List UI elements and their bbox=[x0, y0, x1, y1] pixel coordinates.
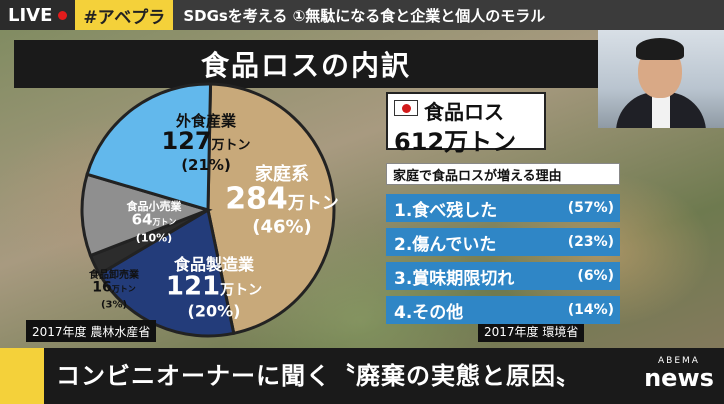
live-dot-icon bbox=[58, 10, 68, 20]
source-left: 2017年度 農林水産省 bbox=[26, 320, 157, 342]
pie-slice-0 bbox=[206, 82, 336, 336]
presenter-camera-inset bbox=[598, 30, 724, 128]
reason-item: 1.食べ残した (57%) bbox=[386, 194, 620, 222]
slice-percent: (21%) bbox=[181, 156, 231, 174]
live-indicator: LIVE bbox=[0, 0, 76, 30]
slice-percent: (3%) bbox=[101, 299, 127, 310]
logo-bottom: news bbox=[644, 364, 714, 392]
source-right: 2017年度 環境省 bbox=[478, 320, 585, 342]
presenter-shirt bbox=[652, 94, 670, 128]
slice-name: 食品卸売業 bbox=[88, 268, 140, 281]
slice-value: 16万トン bbox=[92, 279, 135, 295]
reason-item: 3.賞味期限切れ (6%) bbox=[386, 262, 620, 290]
reason-percent: (14%) bbox=[567, 302, 614, 318]
pie-slice-3 bbox=[80, 172, 213, 258]
reason-item: 4.その他 (14%) bbox=[386, 296, 620, 324]
pie-slice-1 bbox=[97, 207, 236, 338]
chart-title-bar: 食品ロスの内訳 bbox=[14, 40, 598, 88]
reason-label: 1.食べ残した bbox=[394, 200, 498, 221]
live-label: LIVE bbox=[8, 4, 53, 26]
reason-label: 4.その他 bbox=[394, 302, 464, 323]
reason-percent: (23%) bbox=[567, 234, 614, 250]
hashtag: #アベプラ bbox=[75, 0, 174, 30]
japan-flag-icon bbox=[394, 100, 418, 116]
bottom-caption-bar bbox=[0, 348, 724, 404]
headline: SDGsを考える ①無駄になる食と企業と個人のモラル bbox=[173, 0, 724, 30]
abema-news-logo: ABEMA news bbox=[640, 356, 718, 398]
slice-value: 121万トン bbox=[166, 272, 262, 302]
reasons-header: 家庭で食品ロスが増える理由 bbox=[386, 163, 620, 185]
presenter-hair bbox=[636, 38, 684, 60]
reason-percent: (6%) bbox=[577, 268, 614, 284]
total-label: 食品ロス bbox=[424, 100, 504, 124]
reason-label: 3.賞味期限切れ bbox=[394, 268, 515, 289]
slice-percent: (10%) bbox=[136, 231, 172, 244]
total-value: 612万トン bbox=[394, 128, 517, 156]
slice-value: 64万トン bbox=[132, 210, 177, 228]
total-loss-box: 食品ロス 612万トン bbox=[386, 92, 546, 156]
reason-percent: (57%) bbox=[567, 200, 614, 216]
slice-name: 食品小売業 bbox=[127, 199, 183, 213]
slice-percent: (46%) bbox=[252, 217, 312, 238]
slice-value: 284万トン bbox=[225, 182, 339, 217]
logo-top: ABEMA bbox=[658, 356, 700, 366]
pie-slice-4 bbox=[85, 82, 213, 212]
top-bar: LIVE #アベプラ SDGsを考える ①無駄になる食と企業と個人のモラル bbox=[0, 0, 724, 30]
slice-name: 外食産業 bbox=[175, 112, 237, 130]
slice-value: 127万トン bbox=[161, 127, 250, 155]
caption-text: コンビニオーナーに聞く〝廃棄の実態と原因〟 bbox=[56, 362, 581, 390]
reason-item: 2.傷んでいた (23%) bbox=[386, 228, 620, 256]
slice-name: 家庭系 bbox=[255, 163, 309, 185]
reason-label: 2.傷んでいた bbox=[394, 234, 497, 255]
chart-title: 食品ロスの内訳 bbox=[200, 49, 411, 82]
caption-flag-icon bbox=[0, 348, 44, 404]
slice-percent: (20%) bbox=[188, 302, 241, 321]
slice-name: 食品製造業 bbox=[173, 255, 255, 274]
